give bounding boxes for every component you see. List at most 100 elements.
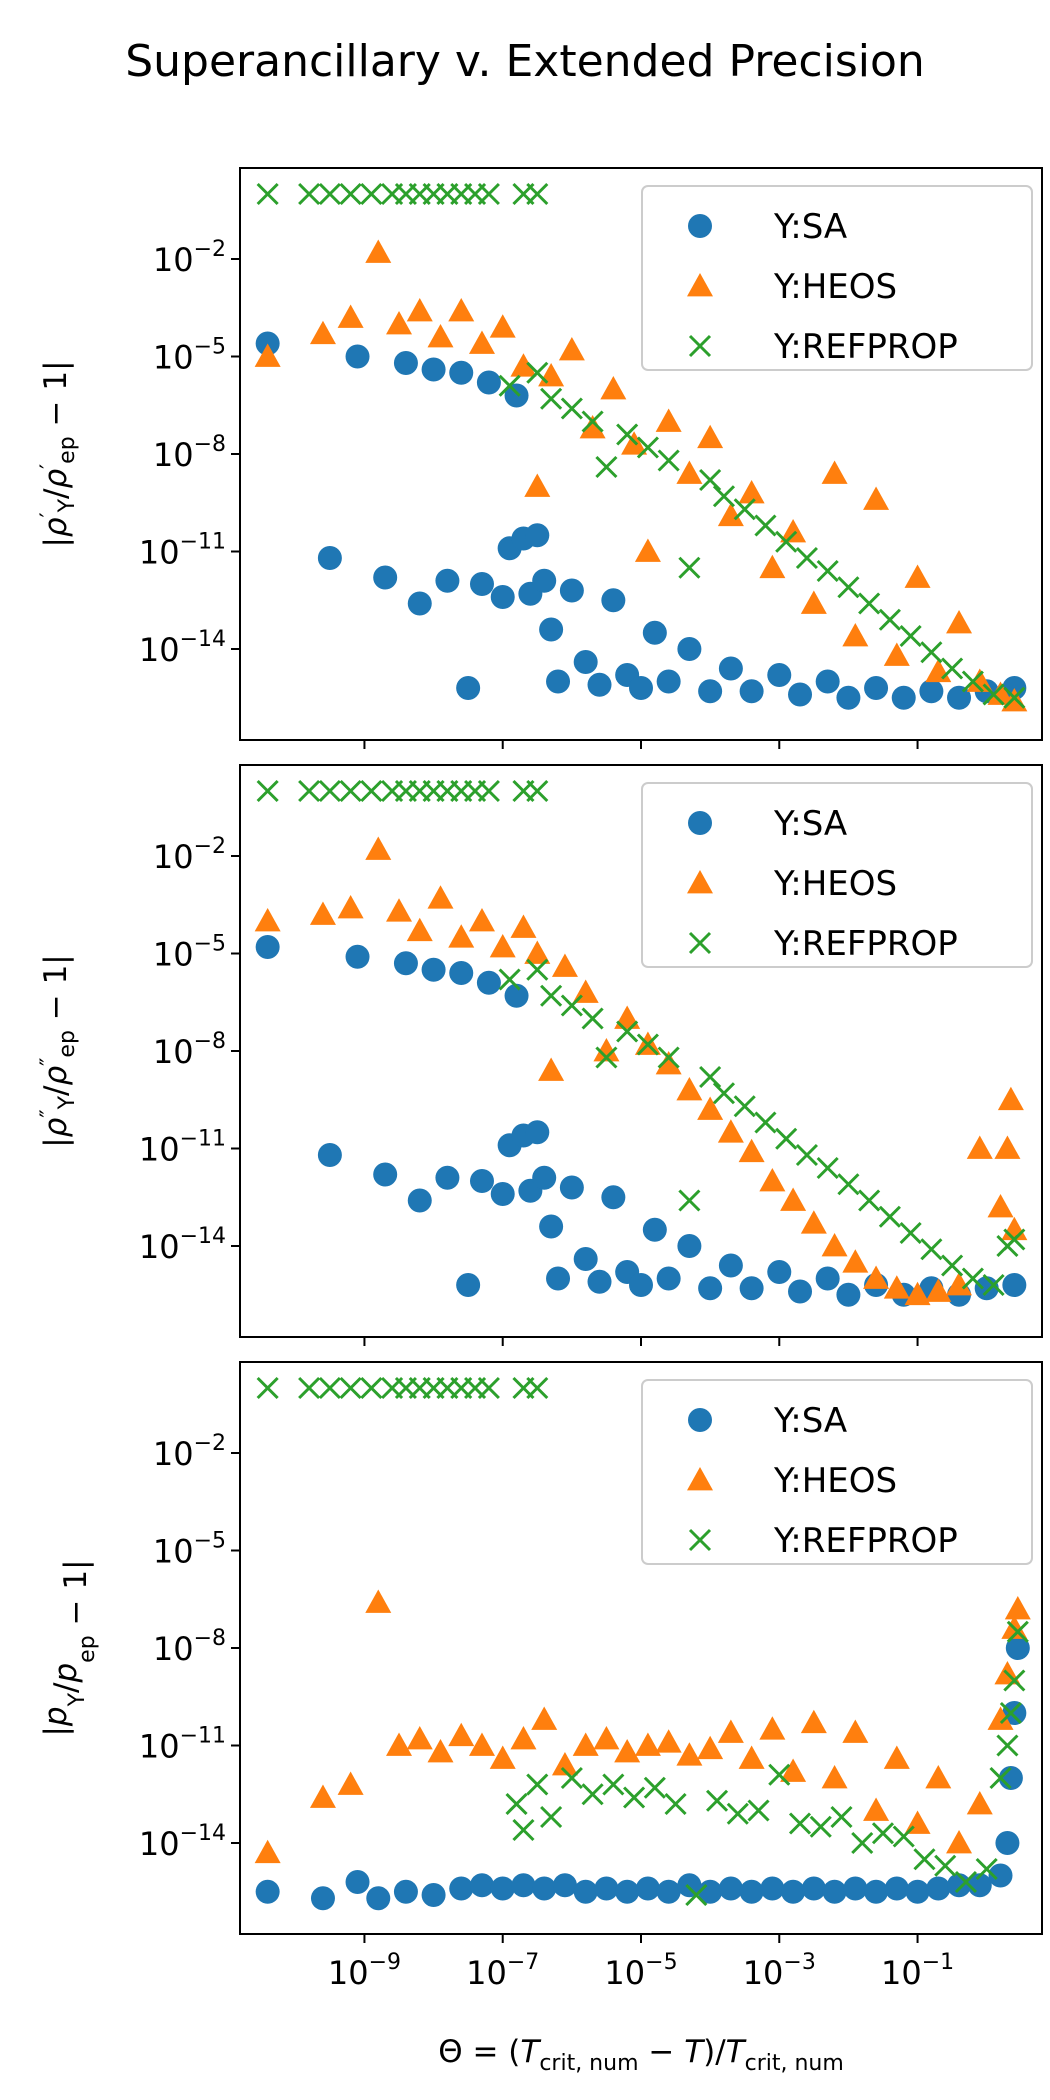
series-y-heos [254, 1589, 1031, 1864]
ylabel-symbol: ρ [38, 1117, 74, 1137]
data-point [830, 1805, 853, 1829]
data-point [863, 1797, 890, 1821]
data-point [365, 239, 392, 263]
data-point [524, 940, 551, 964]
data-point [780, 1187, 807, 1211]
data-point [525, 523, 550, 548]
y-axis-label: |ρ″Y/ρ″ep − 1| [37, 954, 80, 1148]
data-point [476, 370, 501, 395]
data-point [469, 1873, 494, 1898]
tick-exponent: −3 [783, 1950, 815, 1975]
tick-base: 10 [139, 1825, 180, 1863]
data-point [510, 1726, 537, 1750]
legend-marker [688, 1528, 712, 1552]
data-point [540, 1805, 563, 1829]
data-point [298, 1376, 321, 1400]
data-point [345, 344, 370, 369]
y-tick-label: 10−14 [139, 1821, 226, 1863]
data-point [317, 1143, 342, 1167]
data-point [905, 1879, 930, 1904]
data-point [337, 304, 364, 328]
xlabel-eq: = ( [463, 2034, 521, 2070]
data-point [345, 1870, 370, 1894]
legend-label: Y:HEOS [773, 864, 897, 904]
ylabel-symbol: ρ [38, 1066, 74, 1086]
data-point [386, 1732, 413, 1756]
data-point [477, 779, 500, 803]
data-point [657, 1046, 680, 1069]
data-point [601, 1185, 626, 1210]
legend-marker [687, 870, 713, 894]
tick-exponent: −8 [194, 1029, 226, 1054]
data-point [913, 1848, 936, 1871]
data-point [531, 1706, 558, 1730]
data-point [775, 530, 798, 553]
data-point [871, 1822, 895, 1845]
data-point [477, 182, 500, 206]
ylabel-bar: | [38, 1726, 74, 1736]
data-point [934, 1854, 957, 1877]
data-point [360, 779, 383, 803]
data-point [256, 1376, 279, 1400]
data-point [393, 1879, 418, 1904]
y-tick-label: 10−8 [153, 1626, 226, 1668]
data-point [526, 182, 549, 206]
data-point [780, 519, 807, 543]
data-point [656, 1879, 681, 1904]
data-point [559, 1175, 584, 1200]
data-point [718, 656, 743, 681]
data-point [505, 1792, 528, 1816]
legend-label: Y:SA [773, 1401, 847, 1441]
data-point [842, 1719, 869, 1743]
tick-exponent: −11 [180, 530, 226, 555]
data-point [298, 779, 321, 803]
data-point [360, 182, 383, 206]
data-point [677, 1873, 702, 1898]
data-point [573, 1879, 598, 1904]
ylabel-subscript: ep [55, 436, 80, 464]
data-point [525, 1120, 550, 1145]
data-point [837, 576, 860, 599]
data-point [717, 1719, 744, 1743]
data-point [373, 1162, 398, 1187]
ylabel-slash: / [48, 1682, 84, 1693]
legend-label: Y:HEOS [773, 1461, 897, 1501]
data-point [842, 1249, 869, 1273]
data-point [255, 935, 280, 959]
data-point [298, 182, 321, 206]
tick-exponent: −5 [645, 1950, 677, 1975]
data-point [718, 1253, 743, 1278]
tick-exponent: −14 [180, 627, 226, 652]
xlabel-T: T [684, 2034, 705, 2070]
data-point [468, 1732, 495, 1756]
data-point [954, 1870, 978, 1894]
ylabel-tail: − 1| [38, 360, 74, 436]
ylabel-bar: | [38, 537, 74, 547]
data-point [739, 679, 764, 704]
series-y-refprop [256, 1376, 1029, 1907]
series-y-refprop [256, 779, 1026, 1297]
data-point [883, 1745, 910, 1769]
ylabel-prime: ″ [37, 1109, 62, 1117]
xlabel-theta: Θ [438, 2034, 462, 2070]
data-point [551, 953, 578, 977]
data-point [995, 1831, 1020, 1855]
legend-box [641, 185, 1033, 371]
tick-exponent: −8 [194, 1626, 226, 1651]
data-point [816, 1156, 839, 1180]
data-point [615, 1879, 640, 1904]
data-point [511, 1873, 536, 1898]
data-point [961, 1267, 984, 1290]
data-point [406, 917, 433, 942]
data-point [559, 578, 584, 603]
data-point [946, 610, 973, 634]
data-point [256, 779, 279, 803]
data-point [996, 1734, 1019, 1757]
tick-base: 10 [153, 1630, 194, 1668]
data-point [469, 572, 494, 596]
data-point [809, 1815, 832, 1838]
data-point [821, 460, 848, 484]
